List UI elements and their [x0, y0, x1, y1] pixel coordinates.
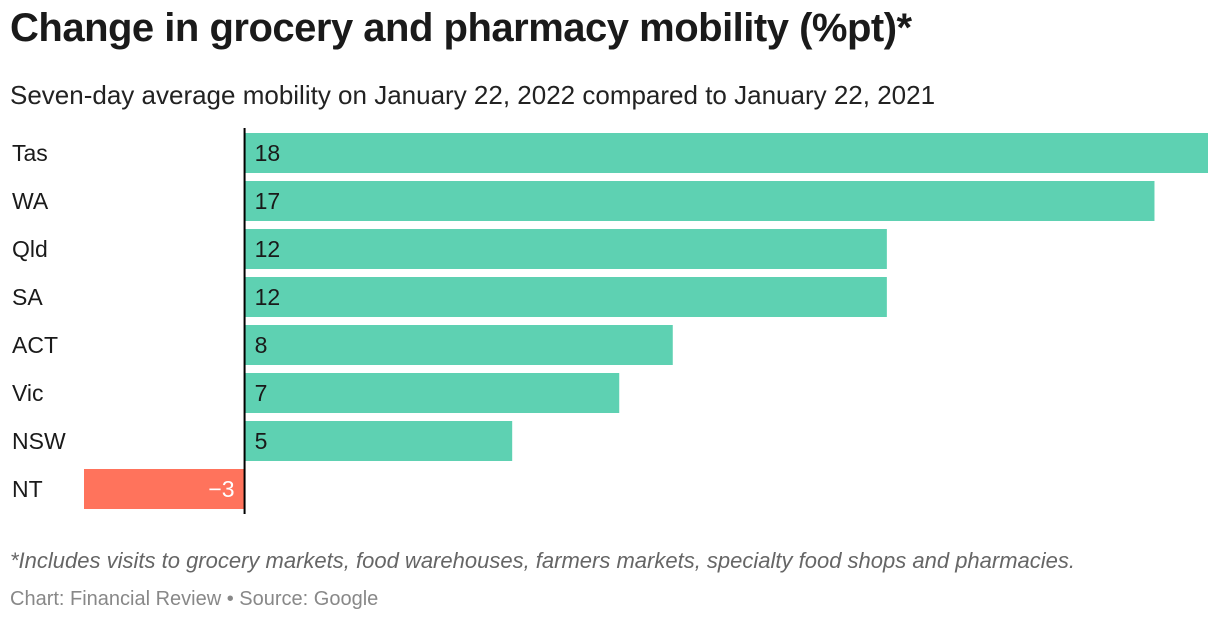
value-label: 12: [255, 284, 281, 310]
category-label: Tas: [12, 140, 48, 166]
bar: [244, 421, 513, 461]
bar-chart: Tas 18 WA 17 Qld 12 SA 12 ACT 8 Vic 7 NSW 5 NT −3: [12, 128, 1209, 514]
value-label: −3: [208, 476, 234, 502]
value-label: 5: [255, 428, 268, 454]
bar: [244, 133, 1209, 173]
chart-subtitle: Seven-day average mobility on January 22…: [10, 80, 936, 110]
value-label: 8: [255, 332, 268, 358]
category-label: WA: [12, 188, 49, 214]
chart-title: Change in grocery and pharmacy mobility …: [10, 6, 912, 50]
category-label: ACT: [12, 332, 58, 358]
category-label: NT: [12, 476, 43, 502]
value-label: 7: [255, 380, 268, 406]
value-label: 12: [255, 236, 281, 262]
category-label: SA: [12, 284, 43, 310]
bar: [244, 181, 1155, 221]
bar: [244, 325, 673, 365]
bar: [84, 469, 245, 509]
bar: [244, 277, 887, 317]
bar: [244, 373, 620, 413]
category-label: Vic: [12, 380, 44, 406]
chart-footnote: *Includes visits to grocery markets, foo…: [10, 548, 1076, 573]
chart-credit: Chart: Financial Review • Source: Google: [10, 588, 379, 610]
category-label: Qld: [12, 236, 48, 262]
value-label: 17: [255, 188, 281, 214]
value-label: 18: [255, 140, 281, 166]
category-label: NSW: [12, 428, 66, 454]
bar: [244, 229, 887, 269]
